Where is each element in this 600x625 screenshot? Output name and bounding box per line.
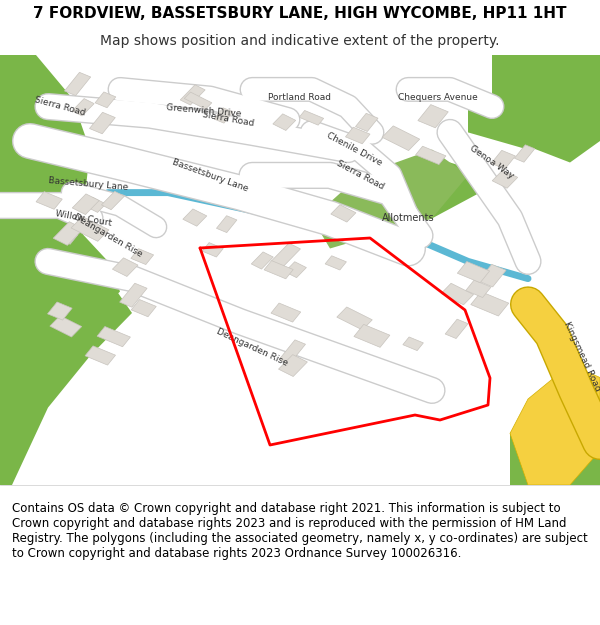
Bar [285, 262, 307, 278]
Polygon shape [0, 55, 60, 132]
Bar [85, 346, 116, 365]
Bar [416, 146, 446, 164]
Text: Sierra Road: Sierra Road [202, 111, 254, 129]
Bar [251, 252, 273, 269]
Bar [299, 111, 323, 125]
Polygon shape [0, 279, 132, 485]
Bar [331, 205, 356, 222]
Bar [271, 243, 301, 267]
Bar [53, 222, 83, 246]
Bar [354, 324, 390, 348]
Bar [478, 264, 506, 287]
Polygon shape [510, 391, 600, 485]
Text: Sierra Road: Sierra Road [335, 159, 385, 192]
Text: Genoa Way: Genoa Way [469, 144, 515, 181]
Text: Bassetsbury Lane: Bassetsbury Lane [171, 158, 249, 193]
Bar [271, 303, 301, 322]
Bar [466, 280, 491, 298]
Bar [72, 99, 94, 116]
Bar [279, 340, 305, 364]
Text: Allotments: Allotments [382, 213, 434, 223]
Bar [97, 326, 130, 347]
Bar [202, 242, 223, 257]
Bar [180, 85, 205, 105]
Bar [119, 283, 147, 308]
Bar [131, 249, 154, 264]
Bar [184, 92, 212, 109]
Text: Deangarden Rise: Deangarden Rise [215, 327, 289, 368]
Polygon shape [348, 162, 492, 236]
Bar [264, 261, 293, 279]
Bar [491, 151, 515, 169]
Bar [47, 302, 72, 320]
Text: Portland Road: Portland Road [269, 94, 331, 102]
Text: Deangarden Rise: Deangarden Rise [72, 213, 144, 259]
Bar [214, 107, 233, 123]
Bar [346, 127, 370, 144]
Bar [217, 216, 237, 232]
Text: Bassetsbury Lane: Bassetsbury Lane [48, 176, 128, 192]
Text: Willow Court: Willow Court [55, 209, 113, 227]
Bar [457, 261, 490, 282]
Bar [101, 191, 124, 210]
Bar [441, 283, 473, 305]
Text: Contains OS data © Crown copyright and database right 2021. This information is : Contains OS data © Crown copyright and d… [12, 502, 588, 560]
Bar [50, 316, 82, 337]
Bar [418, 104, 448, 128]
Bar [183, 209, 207, 226]
Polygon shape [0, 176, 120, 348]
Bar [382, 126, 420, 151]
Text: Sierra Road: Sierra Road [34, 96, 86, 118]
Bar [36, 192, 62, 209]
Bar [403, 337, 424, 351]
Bar [95, 92, 116, 108]
Polygon shape [0, 55, 90, 249]
Bar [273, 114, 296, 131]
Polygon shape [468, 98, 552, 149]
Polygon shape [312, 149, 468, 249]
Bar [337, 307, 372, 330]
Bar [492, 170, 518, 188]
Bar [72, 194, 99, 214]
Bar [131, 299, 156, 317]
Text: 7 FORDVIEW, BASSETSBURY LANE, HIGH WYCOMBE, HP11 1HT: 7 FORDVIEW, BASSETSBURY LANE, HIGH WYCOM… [33, 6, 567, 21]
Text: Kingsmead Road: Kingsmead Road [562, 320, 600, 392]
Bar [325, 256, 346, 270]
Bar [64, 72, 91, 96]
Bar [112, 258, 138, 276]
Text: Chequers Avenue: Chequers Avenue [398, 94, 478, 102]
Bar [89, 112, 115, 134]
Bar [84, 198, 106, 212]
Text: Map shows position and indicative extent of the property.: Map shows position and indicative extent… [100, 34, 500, 48]
Bar [278, 354, 307, 376]
Bar [71, 216, 109, 241]
Polygon shape [528, 378, 600, 485]
Bar [471, 292, 509, 316]
Bar [514, 145, 535, 162]
Bar [59, 230, 78, 244]
Text: Greenwich Drive: Greenwich Drive [166, 103, 242, 119]
Polygon shape [510, 364, 600, 485]
Polygon shape [492, 55, 600, 162]
Bar [355, 113, 378, 131]
Text: Chenile Drive: Chenile Drive [325, 131, 383, 168]
Bar [445, 319, 468, 339]
